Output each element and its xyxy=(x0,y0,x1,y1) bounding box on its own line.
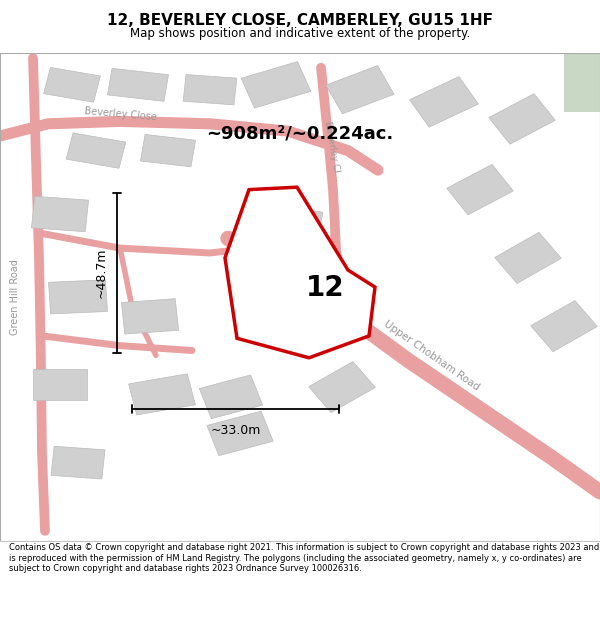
Polygon shape xyxy=(49,280,107,314)
Polygon shape xyxy=(199,375,263,419)
Polygon shape xyxy=(140,134,196,167)
Text: Map shows position and indicative extent of the property.: Map shows position and indicative extent… xyxy=(130,27,470,40)
Polygon shape xyxy=(121,299,179,334)
Polygon shape xyxy=(51,446,105,479)
Text: Contains OS data © Crown copyright and database right 2021. This information is : Contains OS data © Crown copyright and d… xyxy=(9,543,599,573)
Polygon shape xyxy=(225,188,375,358)
Polygon shape xyxy=(107,68,169,101)
Polygon shape xyxy=(207,411,273,456)
Text: 12: 12 xyxy=(306,274,344,302)
Text: Beverley Close: Beverley Close xyxy=(84,106,157,122)
Polygon shape xyxy=(241,62,311,108)
Text: Green Hill Road: Green Hill Road xyxy=(10,259,20,335)
Polygon shape xyxy=(128,374,196,415)
Polygon shape xyxy=(31,196,89,232)
Polygon shape xyxy=(447,164,513,215)
Polygon shape xyxy=(326,66,394,114)
Polygon shape xyxy=(489,94,555,144)
Polygon shape xyxy=(183,74,237,105)
Polygon shape xyxy=(494,232,562,283)
Text: ~48.7m: ~48.7m xyxy=(95,248,108,298)
Text: 12, BEVERLEY CLOSE, CAMBERLEY, GU15 1HF: 12, BEVERLEY CLOSE, CAMBERLEY, GU15 1HF xyxy=(107,13,493,28)
Text: Upper Chobham Road: Upper Chobham Road xyxy=(382,319,482,392)
Text: ~908m²/~0.224ac.: ~908m²/~0.224ac. xyxy=(206,124,394,142)
Polygon shape xyxy=(530,301,598,352)
Polygon shape xyxy=(33,369,87,401)
Polygon shape xyxy=(66,133,126,168)
Polygon shape xyxy=(308,361,376,413)
Polygon shape xyxy=(259,204,323,248)
Polygon shape xyxy=(44,68,100,102)
Text: ~33.0m: ~33.0m xyxy=(211,424,260,437)
Polygon shape xyxy=(564,53,600,112)
Polygon shape xyxy=(410,77,478,127)
Text: Beverley Cl...: Beverley Cl... xyxy=(323,120,342,181)
